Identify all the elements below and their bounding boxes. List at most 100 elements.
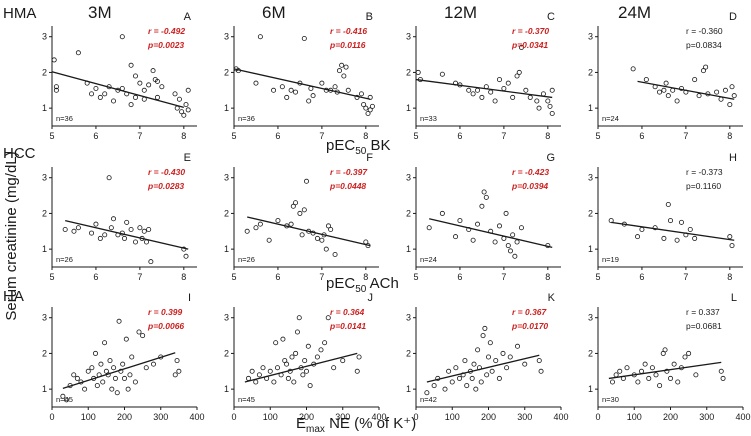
- data-point: [150, 361, 156, 367]
- sample-size-label: n=19: [602, 255, 619, 264]
- panel-c: 1 2 3 5 6 7 8 Cr = -0.370 p=0.0341 n=33: [406, 11, 561, 141]
- data-point: [288, 221, 294, 227]
- data-point: [674, 237, 680, 243]
- panel-letter: C: [547, 11, 555, 23]
- x-tick-label: 5: [413, 272, 418, 282]
- data-point: [154, 78, 160, 84]
- data-point: [146, 82, 152, 88]
- data-point: [336, 68, 342, 74]
- regression-line: [608, 361, 722, 380]
- sample-size-label: n=36: [238, 114, 255, 123]
- y-tick-label: 2: [224, 208, 229, 218]
- x-tick-label: 5: [413, 131, 418, 141]
- y-tick-label: 2: [224, 348, 229, 358]
- data-point: [339, 62, 345, 68]
- panel-letter: B: [366, 11, 373, 23]
- panel-letter: F: [366, 152, 373, 164]
- x-tick-label: 8: [181, 272, 186, 282]
- data-point: [111, 216, 117, 222]
- panel-f: 1 2 3 5 6 7 8 Fr = -0.397 p=0.0448 n=26: [224, 152, 379, 282]
- data-point: [85, 368, 91, 374]
- sample-size-label: n=24: [420, 255, 437, 264]
- data-point: [97, 235, 103, 241]
- correlation-r: r = 0.337: [686, 307, 720, 317]
- data-point: [132, 73, 138, 79]
- panel-letter: E: [184, 152, 191, 164]
- data-point: [662, 347, 668, 353]
- data-point: [332, 251, 338, 257]
- x-axis-label-emax-ne: Emax NE (% of K⁺): [296, 415, 416, 435]
- data-point: [280, 336, 286, 342]
- data-point: [148, 259, 154, 265]
- data-point: [692, 77, 698, 83]
- data-point: [102, 91, 108, 97]
- y-tick-label: 1: [588, 384, 593, 394]
- y-tick-label: 2: [588, 208, 593, 218]
- data-point: [415, 69, 421, 75]
- panels: 1 2 3 5 6 7 8 Ar = -0.492 p=0.0023 n=36 1 2 3 5 6 7 8 Br …: [42, 11, 751, 422]
- x-axis-label-main: pEC: [326, 275, 355, 292]
- data-point: [176, 96, 182, 102]
- column-title-3m: 3M: [88, 3, 112, 22]
- x-tick-label: 8: [363, 131, 368, 141]
- data-point: [496, 375, 502, 381]
- x-tick-label: 6: [93, 272, 98, 282]
- y-tick-label: 2: [224, 67, 229, 77]
- data-point: [671, 361, 677, 367]
- y-tick-label: 1: [588, 244, 593, 254]
- column-title-24m: 24M: [618, 3, 651, 22]
- data-point: [361, 102, 367, 108]
- data-point: [639, 368, 645, 374]
- data-point: [487, 340, 493, 346]
- data-point: [260, 365, 266, 371]
- correlation-r: r = 0.364: [330, 307, 365, 317]
- x-axis-label-row-2: pEC50 ACh: [326, 275, 399, 295]
- data-point: [729, 243, 735, 249]
- data-point: [367, 107, 373, 113]
- data-point: [314, 235, 320, 241]
- panel-k: 1 2 3 0 100 200 300 400 Kr = 0.367 p=0.0170 n=42: [406, 292, 569, 422]
- data-point: [294, 329, 300, 335]
- y-tick-label: 2: [42, 67, 47, 77]
- data-point: [471, 361, 477, 367]
- data-point: [549, 111, 555, 117]
- data-point: [663, 80, 669, 86]
- data-point: [257, 221, 263, 227]
- data-point: [100, 379, 106, 385]
- data-point: [266, 237, 272, 243]
- x-tick-label: 100: [445, 412, 460, 422]
- x-tick-label: 5: [231, 272, 236, 282]
- data-point: [696, 93, 702, 99]
- x-axis-label-tail: BK: [366, 137, 390, 154]
- data-point: [132, 94, 138, 100]
- data-point: [343, 64, 349, 70]
- y-tick-label: 3: [588, 173, 593, 183]
- data-point: [185, 107, 191, 113]
- data-point: [489, 368, 495, 374]
- data-point: [485, 354, 491, 360]
- data-point: [453, 365, 459, 371]
- data-point: [301, 36, 307, 42]
- row-label-hcc: HCC: [3, 145, 36, 162]
- data-point: [682, 354, 688, 360]
- y-tick-label: 1: [224, 244, 229, 254]
- data-point: [94, 383, 100, 389]
- correlation-r: r = 0.367: [512, 307, 548, 317]
- data-point: [288, 87, 294, 93]
- data-point: [481, 189, 487, 195]
- data-point: [341, 73, 347, 79]
- data-point: [668, 375, 674, 381]
- data-point: [635, 234, 641, 240]
- data-point: [464, 383, 470, 389]
- y-tick-label: 3: [406, 173, 411, 183]
- panel-letter: L: [731, 292, 737, 304]
- data-point: [363, 105, 369, 111]
- data-point: [146, 226, 152, 232]
- data-point: [613, 372, 619, 378]
- data-point: [687, 226, 693, 232]
- data-point: [515, 343, 521, 349]
- data-point: [643, 77, 649, 83]
- x-axis-label-row-3: Emax NE (% of K⁺): [296, 415, 416, 435]
- regression-line: [637, 80, 735, 100]
- data-point: [469, 375, 475, 381]
